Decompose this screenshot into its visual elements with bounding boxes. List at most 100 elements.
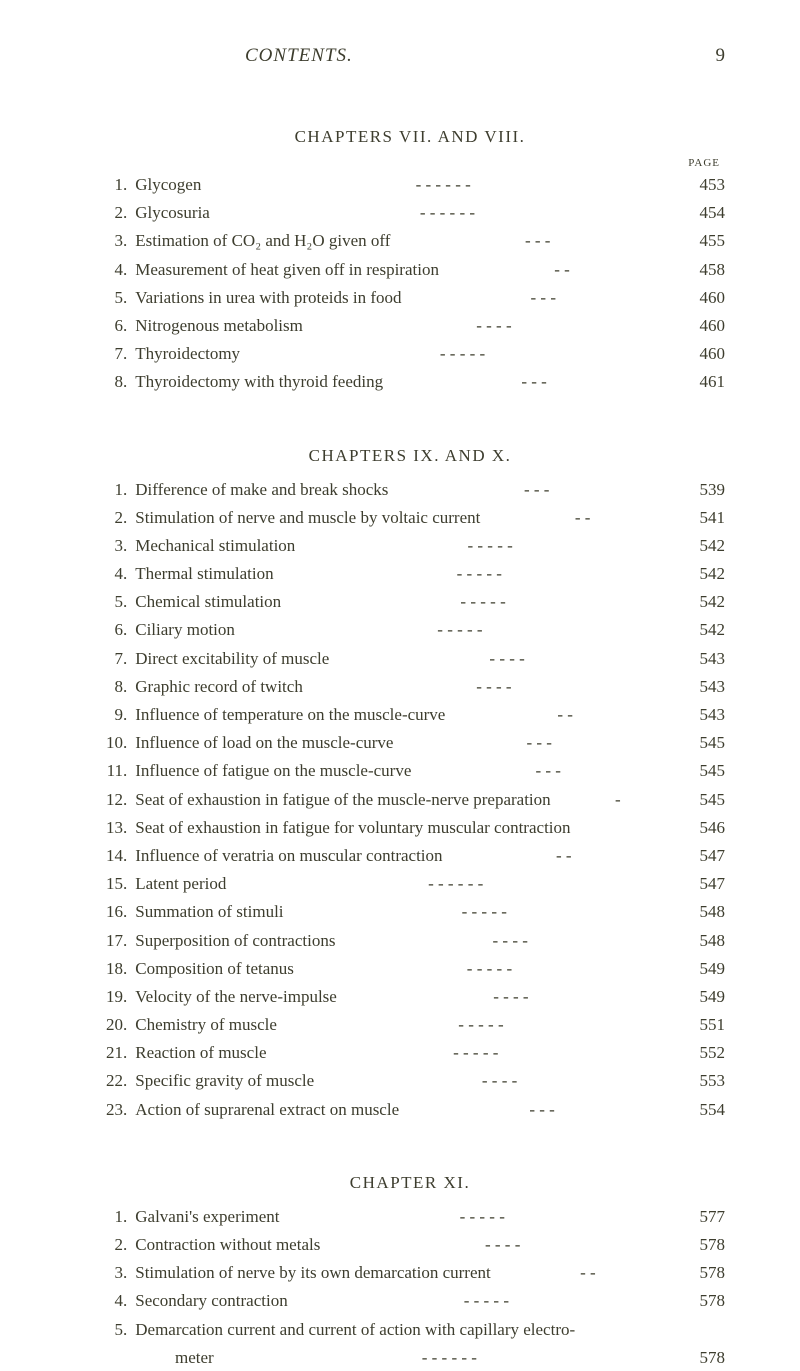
toc-item-page: 542: [685, 532, 725, 559]
toc-item-number: 4: [95, 1287, 123, 1314]
toc-continuation-row: meter- - - - - -578: [95, 1344, 725, 1371]
toc-filler: - - -: [410, 284, 677, 311]
toc-item-dot: .: [123, 1231, 131, 1258]
toc-item-page: 551: [685, 1011, 725, 1038]
toc-item-dot: .: [123, 701, 131, 728]
toc-row: 4. Secondary contraction- - - - -578: [95, 1287, 725, 1314]
toc-item-text: Influence of fatigue on the muscle-curve: [135, 757, 411, 784]
toc-row: 17. Superposition of contractions- - - -…: [95, 927, 725, 954]
toc-row: 16. Summation of stimuli- - - - -548: [95, 898, 725, 925]
toc-item-page: 460: [685, 284, 725, 311]
toc-filler: - - - - - -: [209, 171, 677, 198]
toc-item-page: 542: [685, 616, 725, 643]
toc-item-text: Chemical stimulation: [135, 588, 281, 615]
toc-item-text: Secondary contraction: [135, 1287, 287, 1314]
toc-item-dot: .: [123, 340, 131, 367]
toc-item-text: Demarcation current and current of actio…: [135, 1316, 575, 1343]
toc-filler: - - - -: [322, 1067, 677, 1094]
toc-filler: - -: [451, 842, 677, 869]
toc-filler: - - -: [419, 757, 677, 784]
toc-item-text: Estimation of CO₂ and H₂O given off: [135, 227, 390, 254]
toc-row: 1. Glycogen- - - - - -453: [95, 171, 725, 198]
toc-filler: - - - - -: [302, 955, 677, 982]
toc-item-text: Glycosuria: [135, 199, 210, 226]
toc-item-text: Composition of tetanus: [135, 955, 294, 982]
toc-item-page: 548: [685, 898, 725, 925]
toc-item-text: Stimulation of nerve by its own demarcat…: [135, 1259, 491, 1286]
toc-filler: - -: [447, 256, 677, 283]
toc-row: 13. Seat of exhaustion in fatigue for vo…: [95, 814, 725, 841]
toc-item-text: Variations in urea with proteids in food: [135, 284, 401, 311]
toc-item-number: 19: [95, 983, 123, 1010]
toc-item-page: 461: [685, 368, 725, 395]
toc-row: 2. Glycosuria- - - - - -454: [95, 199, 725, 226]
toc-item-text: Ciliary motion: [135, 616, 235, 643]
toc-item-text: Seat of exhaustion in fatigue of the mus…: [135, 786, 550, 813]
toc-item-dot: .: [123, 616, 131, 643]
toc-item-number: 11: [95, 757, 123, 784]
toc-item-page: 541: [685, 504, 725, 531]
toc-row: 5. Chemical stimulation- - - - -542: [95, 588, 725, 615]
toc-item-text: Superposition of contractions: [135, 927, 335, 954]
toc-filler: - -: [499, 1259, 677, 1286]
toc-row: 1. Difference of make and break shocks- …: [95, 476, 725, 503]
toc-item-page: 547: [685, 842, 725, 869]
header-title: CONTENTS.: [245, 45, 353, 67]
toc-item-page: 578: [685, 1287, 725, 1314]
toc-item-dot: .: [123, 588, 131, 615]
toc-filler: - - - - - -: [234, 870, 677, 897]
toc-item-number: 13: [95, 814, 123, 841]
toc-item-dot: .: [123, 729, 131, 756]
toc-filler: - - - - -: [248, 340, 677, 367]
toc-item-dot: .: [123, 1096, 131, 1123]
toc-item-page: 554: [685, 1096, 725, 1123]
toc-item-dot: .: [123, 842, 131, 869]
toc-filler: - - - -: [343, 927, 677, 954]
toc-item-text: Thyroidectomy: [135, 340, 240, 367]
toc-filler: - - - - -: [296, 1287, 677, 1314]
toc-item-dot: .: [123, 673, 131, 700]
toc-item-number: 15: [95, 870, 123, 897]
toc-item-page: 455: [685, 227, 725, 254]
toc-item-text: Galvani's experiment: [135, 1203, 279, 1230]
toc-item-page: 458: [685, 256, 725, 283]
toc-row: 3. Estimation of CO₂ and H₂O given off- …: [95, 227, 725, 254]
toc-filler: - - - - -: [275, 1039, 678, 1066]
toc-item-number: 4: [95, 256, 123, 283]
toc-item-text: Thyroidectomy with thyroid feeding: [135, 368, 383, 395]
toc-item-number: 8: [95, 673, 123, 700]
toc-item-dot: .: [123, 983, 131, 1010]
chapter-title: CHAPTER XI.: [95, 1173, 725, 1193]
toc-row: 21. Reaction of muscle- - - - -552: [95, 1039, 725, 1066]
toc-row: 3. Mechanical stimulation- - - - -542: [95, 532, 725, 559]
toc-item-page: 542: [685, 588, 725, 615]
chapter-title: CHAPTERS IX. AND X.: [95, 446, 725, 466]
toc-item-number: 2: [95, 504, 123, 531]
chapter-title: CHAPTERS VII. AND VIII.: [95, 127, 725, 147]
toc-item-dot: .: [123, 504, 131, 531]
toc-filler: - -: [453, 701, 677, 728]
toc-item-dot: .: [123, 256, 131, 283]
toc-item-number: 18: [95, 955, 123, 982]
toc-item-dot: .: [123, 1316, 131, 1343]
toc-item-text: Glycogen: [135, 171, 201, 198]
toc-item-dot: .: [123, 532, 131, 559]
toc-item-number: 1: [95, 476, 123, 503]
toc-item-number: 5: [95, 284, 123, 311]
toc-continuation-text: meter: [175, 1344, 214, 1371]
toc-item-text: Influence of temperature on the muscle-c…: [135, 701, 445, 728]
toc-item-dot: .: [123, 284, 131, 311]
toc-row: 1. Galvani's experiment- - - - -577: [95, 1203, 725, 1230]
toc-row: 8. Thyroidectomy with thyroid feeding- -…: [95, 368, 725, 395]
toc-filler: - - - - -: [287, 1203, 677, 1230]
toc-row: 15. Latent period- - - - - -547: [95, 870, 725, 897]
toc-item-page: 547: [685, 870, 725, 897]
toc-row: 7. Thyroidectomy- - - - -460: [95, 340, 725, 367]
toc-item-dot: .: [123, 757, 131, 784]
toc-filler: - - - - -: [243, 616, 677, 643]
toc-item-page: 578: [685, 1259, 725, 1286]
toc-item-text: Action of suprarenal extract on muscle: [135, 1096, 399, 1123]
toc-item-number: 7: [95, 340, 123, 367]
toc-item-dot: .: [123, 312, 131, 339]
toc-row: 10. Influence of load on the muscle-curv…: [95, 729, 725, 756]
